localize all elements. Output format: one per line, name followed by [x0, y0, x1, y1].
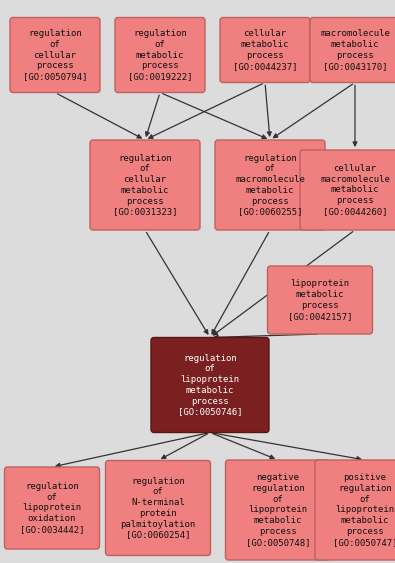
FancyBboxPatch shape	[220, 17, 310, 83]
FancyBboxPatch shape	[151, 337, 269, 432]
FancyBboxPatch shape	[226, 460, 331, 560]
FancyBboxPatch shape	[310, 17, 395, 83]
Text: cellular
macromolecule
metabolic
process
[GO:0044260]: cellular macromolecule metabolic process…	[320, 164, 390, 216]
FancyBboxPatch shape	[90, 140, 200, 230]
Text: regulation
of
lipoprotein
oxidation
[GO:0034442]: regulation of lipoprotein oxidation [GO:…	[20, 482, 84, 534]
Text: regulation
of
cellular
metabolic
process
[GO:0031323]: regulation of cellular metabolic process…	[113, 154, 177, 216]
Text: positive
regulation
of
lipoprotein
metabolic
process
[GO:0050747]: positive regulation of lipoprotein metab…	[333, 473, 395, 547]
Text: macromolecule
metabolic
process
[GO:0043170]: macromolecule metabolic process [GO:0043…	[320, 29, 390, 70]
Text: regulation
of
metabolic
process
[GO:0019222]: regulation of metabolic process [GO:0019…	[128, 29, 192, 81]
Text: negative
regulation
of
lipoprotein
metabolic
process
[GO:0050748]: negative regulation of lipoprotein metab…	[246, 473, 310, 547]
FancyBboxPatch shape	[267, 266, 372, 334]
FancyBboxPatch shape	[300, 150, 395, 230]
FancyBboxPatch shape	[10, 17, 100, 92]
Text: regulation
of
cellular
process
[GO:0050794]: regulation of cellular process [GO:00507…	[23, 29, 87, 81]
FancyBboxPatch shape	[215, 140, 325, 230]
Text: regulation
of
macromolecule
metabolic
process
[GO:0060255]: regulation of macromolecule metabolic pr…	[235, 154, 305, 216]
FancyBboxPatch shape	[115, 17, 205, 92]
FancyBboxPatch shape	[105, 461, 211, 556]
Text: cellular
metabolic
process
[GO:0044237]: cellular metabolic process [GO:0044237]	[233, 29, 297, 70]
Text: regulation
of
lipoprotein
metabolic
process
[GO:0050746]: regulation of lipoprotein metabolic proc…	[178, 354, 242, 417]
FancyBboxPatch shape	[315, 460, 395, 560]
Text: regulation
of
N-terminal
protein
palmitoylation
[GO:0060254]: regulation of N-terminal protein palmito…	[120, 477, 196, 539]
Text: lipoprotein
metabolic
process
[GO:0042157]: lipoprotein metabolic process [GO:004215…	[288, 279, 352, 320]
FancyBboxPatch shape	[4, 467, 100, 549]
